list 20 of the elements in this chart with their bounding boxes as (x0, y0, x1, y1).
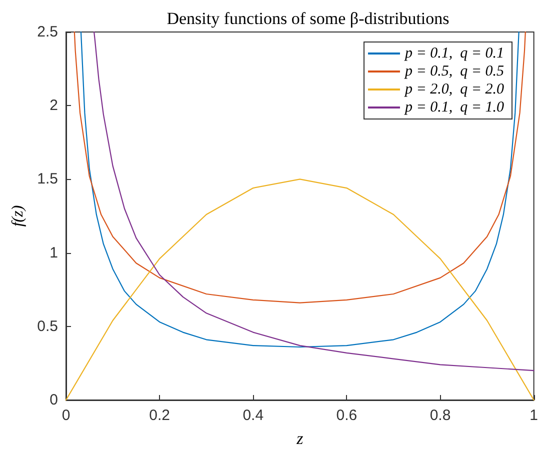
line-series (74, 31, 526, 304)
legend-label: p = 0.1, q = 1.0 (404, 100, 504, 116)
y-axis-title: f(z) (10, 205, 26, 227)
legend-label: p = 2.0, q = 2.0 (404, 82, 504, 98)
legend-label: p = 0.5, q = 0.5 (404, 64, 504, 80)
y-tick-label: 1 (50, 244, 58, 262)
x-tick-label: 0.4 (242, 407, 264, 424)
y-tick-label: 2 (50, 97, 58, 114)
y-tick-label: 0 (50, 392, 58, 408)
x-tick-label: 0.6 (336, 407, 358, 424)
y-tick-label: 0.5 (37, 318, 58, 335)
x-tick-label: 0 (62, 407, 70, 424)
x-tick-label: 0.8 (430, 407, 451, 424)
chart-title: Density functions of some β-distributions (166, 9, 450, 28)
legend-label: p = 0.1, q = 0.1 (404, 46, 504, 62)
y-tick-label: 1.5 (37, 170, 58, 188)
x-tick-label: 0.2 (149, 407, 170, 424)
y-tick-label: 2.5 (37, 24, 58, 40)
x-axis-title: z (296, 429, 304, 448)
x-tick-label: 1 (530, 407, 538, 424)
